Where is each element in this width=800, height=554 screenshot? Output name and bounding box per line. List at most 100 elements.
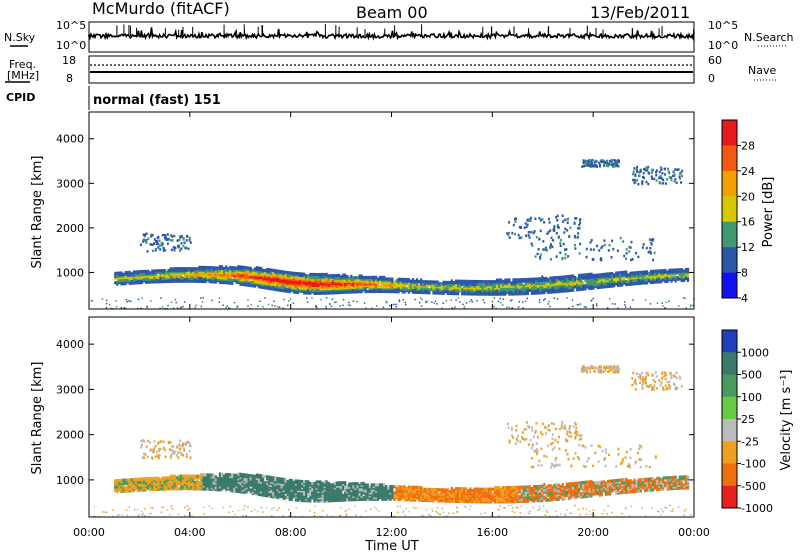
velocity-cell [298, 479, 302, 483]
power-cell [323, 276, 326, 280]
power-cell [530, 277, 534, 281]
power-cell [586, 160, 589, 163]
colorbar-tick-label: 8 [741, 267, 748, 280]
power-cell [321, 285, 324, 289]
power-cell [679, 177, 682, 180]
power-cell [565, 248, 568, 251]
power-cell [309, 280, 312, 284]
power-cell [459, 301, 461, 303]
velocity-cell [210, 478, 213, 482]
power-cell [632, 178, 635, 182]
power-cell [161, 306, 164, 308]
power-cell [622, 240, 625, 243]
power-cell [476, 300, 478, 302]
velocity-cell [175, 480, 178, 485]
power-cell [608, 272, 612, 276]
power-cell [315, 305, 317, 308]
power-cell [250, 303, 252, 306]
power-cell [547, 278, 550, 282]
power-cell [616, 164, 619, 168]
power-cell [381, 285, 384, 289]
velocity-cell [118, 488, 121, 492]
power-cell [659, 166, 662, 169]
power-cell [543, 299, 545, 301]
power-cell [315, 279, 318, 283]
power-cell [399, 277, 402, 281]
power-cell [541, 218, 544, 221]
power-cell [516, 292, 519, 296]
power-cell [588, 160, 591, 164]
velocity-cell [360, 481, 363, 486]
power-cell [567, 274, 571, 279]
power-cell [155, 269, 158, 273]
velocity-cell [262, 474, 265, 478]
power-cell [164, 234, 167, 237]
power-cell [145, 269, 148, 273]
power-cell [247, 271, 250, 275]
velocity-cell [448, 496, 451, 500]
power-cell [340, 280, 343, 284]
velocity-cell [249, 488, 252, 492]
power-cell [413, 286, 417, 290]
power-cell [426, 300, 428, 303]
noise-search-label: N.Search [744, 31, 794, 44]
power-cell [325, 280, 328, 284]
power-cell [315, 276, 318, 280]
power-cell [292, 302, 295, 304]
velocity-cell [259, 474, 263, 478]
power-cell [548, 221, 551, 224]
power-cell [611, 303, 614, 305]
velocity-cell [477, 497, 480, 501]
power-cell [585, 247, 588, 251]
velocity-cell [298, 482, 302, 487]
velocity-cell [436, 488, 439, 492]
power-cell [491, 286, 495, 290]
velocity-cell [231, 473, 234, 477]
power-cell [266, 267, 269, 271]
power-cell [534, 217, 537, 220]
power-cell [286, 288, 289, 292]
power-cell [325, 297, 328, 299]
power-cell [166, 233, 169, 236]
power-cell [389, 277, 392, 281]
power-cell [600, 246, 603, 250]
power-cell [684, 297, 686, 299]
velocity-cell [438, 492, 441, 497]
power-cell [506, 278, 509, 282]
power-cell [546, 232, 549, 235]
power-cell [619, 274, 622, 278]
velocity-cell [212, 478, 215, 482]
velocity-cell [444, 488, 447, 492]
power-cell [184, 267, 187, 271]
velocity-cell [202, 473, 205, 477]
power-cell [602, 282, 605, 286]
power-cell [134, 273, 137, 277]
power-cell [348, 301, 350, 304]
colorbar-segment [722, 145, 737, 172]
velocity-cell [284, 495, 287, 499]
power-cell [543, 248, 546, 251]
power-cell [364, 280, 367, 284]
power-cell [625, 248, 628, 251]
power-cell [506, 306, 508, 309]
power-cell [186, 234, 189, 238]
power-cell [335, 274, 339, 278]
power-cell [150, 300, 152, 302]
power-cell [251, 268, 254, 272]
noise-left-tick-top: 10^5 [56, 19, 86, 32]
power-cell [116, 271, 119, 275]
velocity-cell [220, 485, 224, 489]
velocity-cell [315, 493, 318, 497]
power-cell [551, 276, 554, 280]
velocity-cell [155, 476, 158, 480]
velocity-cell [514, 485, 517, 489]
velocity-cell [522, 485, 525, 489]
power-cell [553, 297, 556, 299]
power-cell [436, 283, 439, 287]
power-cell [613, 273, 616, 277]
velocity-cell [173, 474, 176, 478]
power-cell [320, 298, 322, 301]
power-cell [420, 305, 423, 307]
power-cell [559, 251, 562, 254]
power-cell [660, 269, 663, 273]
